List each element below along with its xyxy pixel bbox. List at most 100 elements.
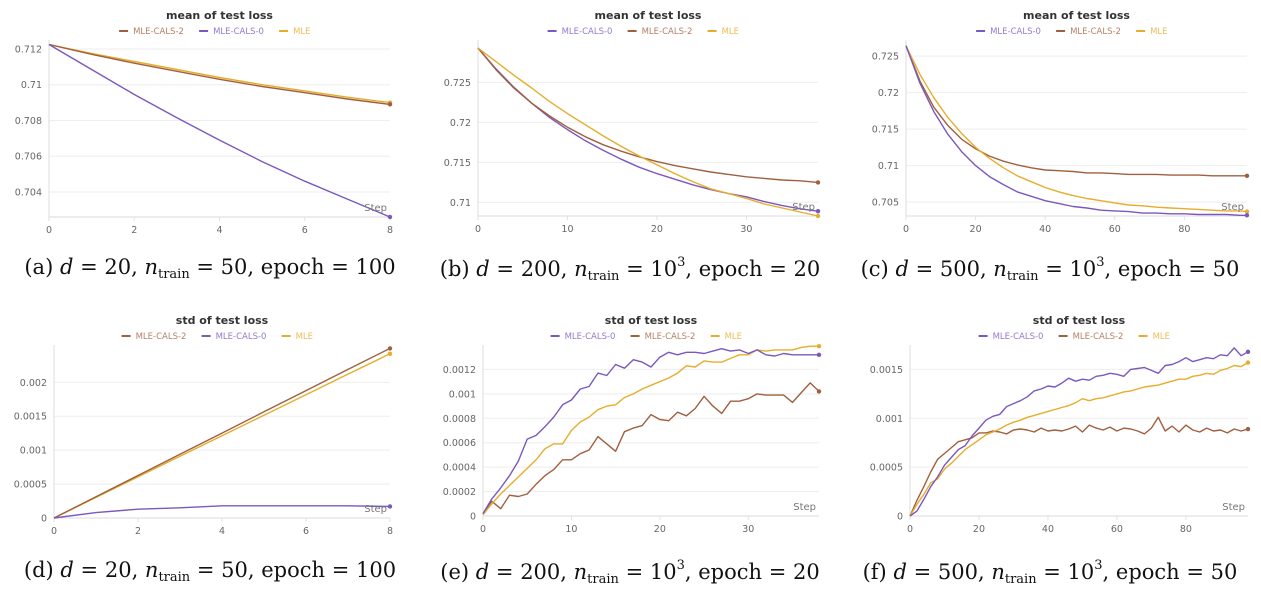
d-symbol: d (475, 560, 490, 584)
chart-title: std of test loss (605, 314, 698, 327)
legend-item[interactable]: MLE-CALS-0 (547, 27, 613, 37)
epoch-value: 20 (793, 560, 820, 584)
series-end-point (1245, 360, 1251, 365)
subfigure-caption: (f) d = 500, ntrain = 103, epoch = 50 (862, 558, 1238, 587)
legend-item[interactable]: MLE-CALS-2 (1056, 27, 1121, 37)
legend-item[interactable]: MLE (281, 332, 313, 342)
x-tick-label: 4 (216, 225, 222, 236)
x-tick-label: 30 (740, 224, 752, 235)
exponent: 3 (677, 255, 686, 270)
legend-item[interactable]: MLE-CALS-2 (119, 27, 184, 37)
series-end-point (816, 352, 822, 357)
legend-item[interactable]: MLE-CALS-0 (199, 27, 264, 37)
y-tick-label: 0.706 (15, 152, 42, 163)
legend-label: MLE-CALS-2 (1073, 332, 1124, 342)
series-line-mle (482, 345, 819, 516)
legend: MLE-CALS-0 MLE-CALS-2 MLE (550, 332, 742, 342)
chart-panel-5: std of test loss MLE-CALS-0 MLE-CALS-2 MLE 0… (840, 305, 1260, 545)
legend-item[interactable]: MLE-CALS-0 (201, 332, 267, 342)
legend-item[interactable]: MLE (707, 27, 739, 37)
d-value: 20 (104, 255, 132, 279)
y-tick-label: 0.0005 (870, 463, 903, 474)
legend-label: MLE-CALS-0 (990, 27, 1041, 37)
epoch-value: 20 (793, 257, 821, 281)
series-line-mle (909, 361, 1249, 517)
legend-label: MLE-CALS-2 (642, 27, 693, 37)
y-tick-label: 0.71 (878, 161, 899, 172)
x-tick-label: 60 (1111, 524, 1123, 535)
exponent: 3 (1096, 255, 1105, 270)
y-tick-label: 0.704 (15, 187, 42, 198)
series-end-point (387, 351, 393, 357)
y-tick-label: 0 (470, 512, 476, 523)
exponent: 3 (676, 558, 685, 573)
legend-item[interactable]: MLE (1136, 27, 1168, 37)
series-end-point (816, 389, 822, 394)
epoch-label: epoch (698, 560, 763, 584)
chart-title: mean of test loss (1023, 9, 1130, 22)
epoch-label: epoch (1115, 560, 1180, 584)
series-end-point (1245, 349, 1251, 355)
legend-item[interactable]: MLE-CALS-0 (550, 332, 616, 342)
series-line-mle-cals-2 (53, 347, 391, 519)
x-tick-label: 80 (1178, 224, 1190, 235)
legend-item[interactable]: MLE-CALS-2 (630, 332, 696, 342)
x-tick-label: 10 (561, 224, 573, 235)
y-tick-label: 0.712 (15, 44, 42, 55)
subfigure-caption: (e) d = 200, ntrain = 103, epoch = 20 (440, 558, 820, 587)
series-line-mle-cals-0 (909, 347, 1249, 517)
series-end-point (387, 102, 393, 107)
legend-item[interactable]: MLE-CALS-2 (121, 332, 187, 342)
epoch-label: epoch (698, 257, 763, 281)
series-end-point (815, 180, 821, 185)
line-chart: std of test loss MLE-CALS-0 MLE-CALS-2 MLE 0… (443, 314, 822, 535)
caption-label: (c) (860, 257, 889, 281)
y-tick-label: 0.0015 (14, 412, 47, 423)
legend: MLE-CALS-0 MLE-CALS-2 MLE (978, 332, 1170, 342)
epoch-label: epoch (260, 255, 325, 279)
caption-label: (a) (24, 255, 54, 279)
x-tick-label: 0 (46, 225, 52, 236)
y-tick-label: 0.001 (449, 389, 476, 400)
series-line-mle-cals-2 (905, 45, 1247, 177)
n-symbol: n (144, 558, 159, 582)
d-symbol: d (895, 257, 909, 281)
legend-item[interactable]: MLE-CALS-0 (978, 332, 1044, 342)
legend-item[interactable]: MLE-CALS-2 (627, 27, 693, 37)
chart-title: mean of test loss (595, 9, 702, 22)
n-value: 10 (649, 560, 677, 584)
x-tick-label: 0 (51, 526, 57, 537)
x-axis-label: Step (364, 203, 387, 214)
chart-title: std of test loss (176, 314, 269, 327)
legend-item[interactable]: MLE (279, 27, 311, 37)
y-tick-label: 0.001 (20, 446, 47, 457)
x-tick-label: 4 (219, 526, 225, 537)
line-chart: mean of test loss MLE-CALS-0 MLE-CALS-2 MLE… (444, 9, 821, 235)
y-tick-label: 0.725 (444, 78, 471, 89)
legend-item[interactable]: MLE (1138, 332, 1170, 342)
n-value: 10 (650, 257, 678, 281)
epoch-label: epoch (261, 558, 326, 582)
exponent: 3 (1094, 558, 1103, 573)
x-tick-label: 0 (475, 224, 481, 235)
epoch-value: 50 (1210, 560, 1238, 584)
d-symbol: d (476, 257, 490, 281)
y-tick-label: 0.0005 (14, 480, 47, 491)
x-tick-label: 2 (131, 225, 137, 236)
legend-label: MLE-CALS-0 (213, 27, 264, 37)
series-end-point (387, 346, 393, 351)
n-value: 50 (221, 558, 248, 582)
chart-panel-3: std of test loss MLE-CALS-2 MLE-CALS-0 MLE 0… (0, 305, 420, 545)
series-end-point (387, 504, 393, 509)
legend-item[interactable]: MLE (710, 332, 742, 342)
y-tick-label: 0.71 (21, 80, 42, 91)
series-end-point (815, 213, 821, 219)
epoch-value: 100 (355, 255, 396, 279)
epoch-value: 50 (1212, 257, 1240, 281)
n-value: 10 (1067, 560, 1095, 584)
legend: MLE-CALS-0 MLE-CALS-2 MLE (976, 27, 1168, 37)
legend-item[interactable]: MLE-CALS-2 (1058, 332, 1124, 342)
y-tick-label: 0.0004 (443, 463, 476, 474)
legend-item[interactable]: MLE-CALS-0 (976, 27, 1041, 37)
